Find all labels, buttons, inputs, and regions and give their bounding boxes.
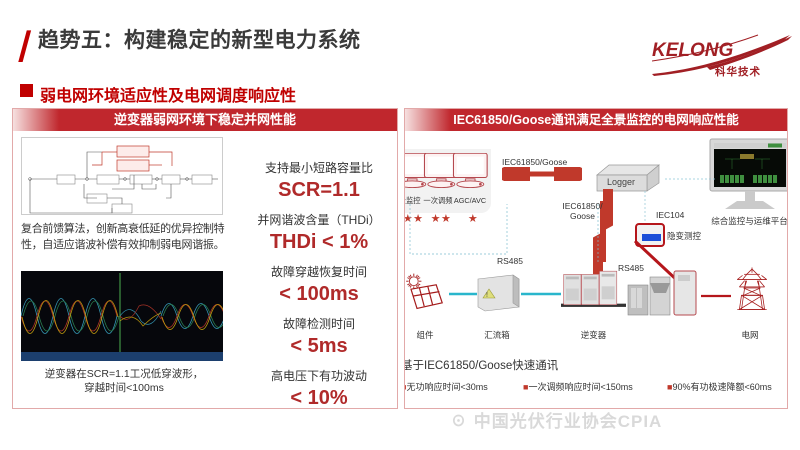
svg-text:KELONG: KELONG [652,40,734,61]
svg-text:!: ! [486,292,488,299]
svg-text:Logger: Logger [607,177,635,187]
svg-text:科华技术: 科华技术 [715,65,761,78]
